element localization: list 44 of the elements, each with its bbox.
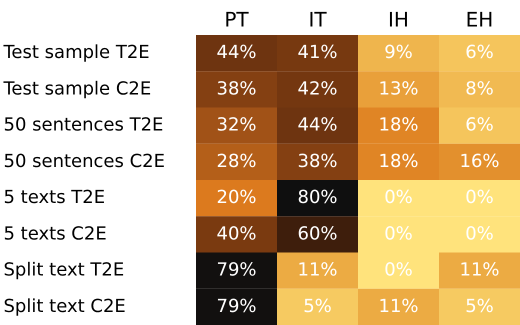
data-label: 18% (378, 150, 419, 172)
data-label: 6% (465, 42, 494, 64)
data-label: 42% (297, 78, 338, 100)
data-label: 13% (378, 78, 419, 100)
y-tick-label: 5 texts T2E (4, 187, 106, 208)
y-tick-label: Test sample C2E (2, 78, 152, 100)
y-tick-label: 5 texts C2E (4, 223, 107, 244)
data-label: 0% (465, 187, 494, 208)
data-label: 11% (459, 260, 500, 281)
data-label: 32% (216, 114, 257, 136)
data-label: 44% (297, 114, 338, 136)
x-tick-label: IH (388, 8, 409, 32)
data-label: 11% (378, 296, 419, 317)
data-label: 6% (465, 114, 494, 136)
data-label: 9% (384, 42, 413, 64)
data-label: 38% (216, 78, 257, 100)
data-label: 5% (465, 296, 494, 317)
data-label: 0% (384, 260, 413, 281)
data-label: 8% (465, 78, 494, 100)
y-tick-label: Split text C2E (4, 296, 126, 317)
data-label: 79% (216, 260, 257, 281)
data-label: 79% (216, 296, 257, 317)
data-label: 0% (465, 223, 494, 244)
data-label: 0% (384, 223, 413, 244)
y-tick-label: Split text T2E (4, 260, 124, 281)
x-tick-label: EH (466, 8, 494, 32)
data-label: 38% (297, 150, 338, 172)
data-label: 40% (216, 223, 257, 244)
data-label: 60% (297, 223, 338, 244)
data-label: 80% (297, 187, 338, 208)
data-label: 0% (384, 187, 413, 208)
data-label: 41% (297, 42, 338, 64)
data-label: 16% (459, 150, 500, 172)
data-label: 11% (297, 260, 338, 281)
y-tick-label: 50 sentences T2E (4, 114, 164, 136)
data-label: 20% (216, 187, 257, 208)
data-label: 28% (216, 150, 257, 172)
x-tick-label: IT (308, 8, 328, 32)
data-label: 18% (378, 114, 419, 136)
data-label: 5% (303, 296, 332, 317)
x-tick-label: PT (224, 8, 250, 32)
data-label: 44% (216, 42, 257, 64)
y-tick-label: Test sample T2E (2, 42, 150, 64)
y-tick-label: 50 sentences C2E (4, 150, 165, 172)
